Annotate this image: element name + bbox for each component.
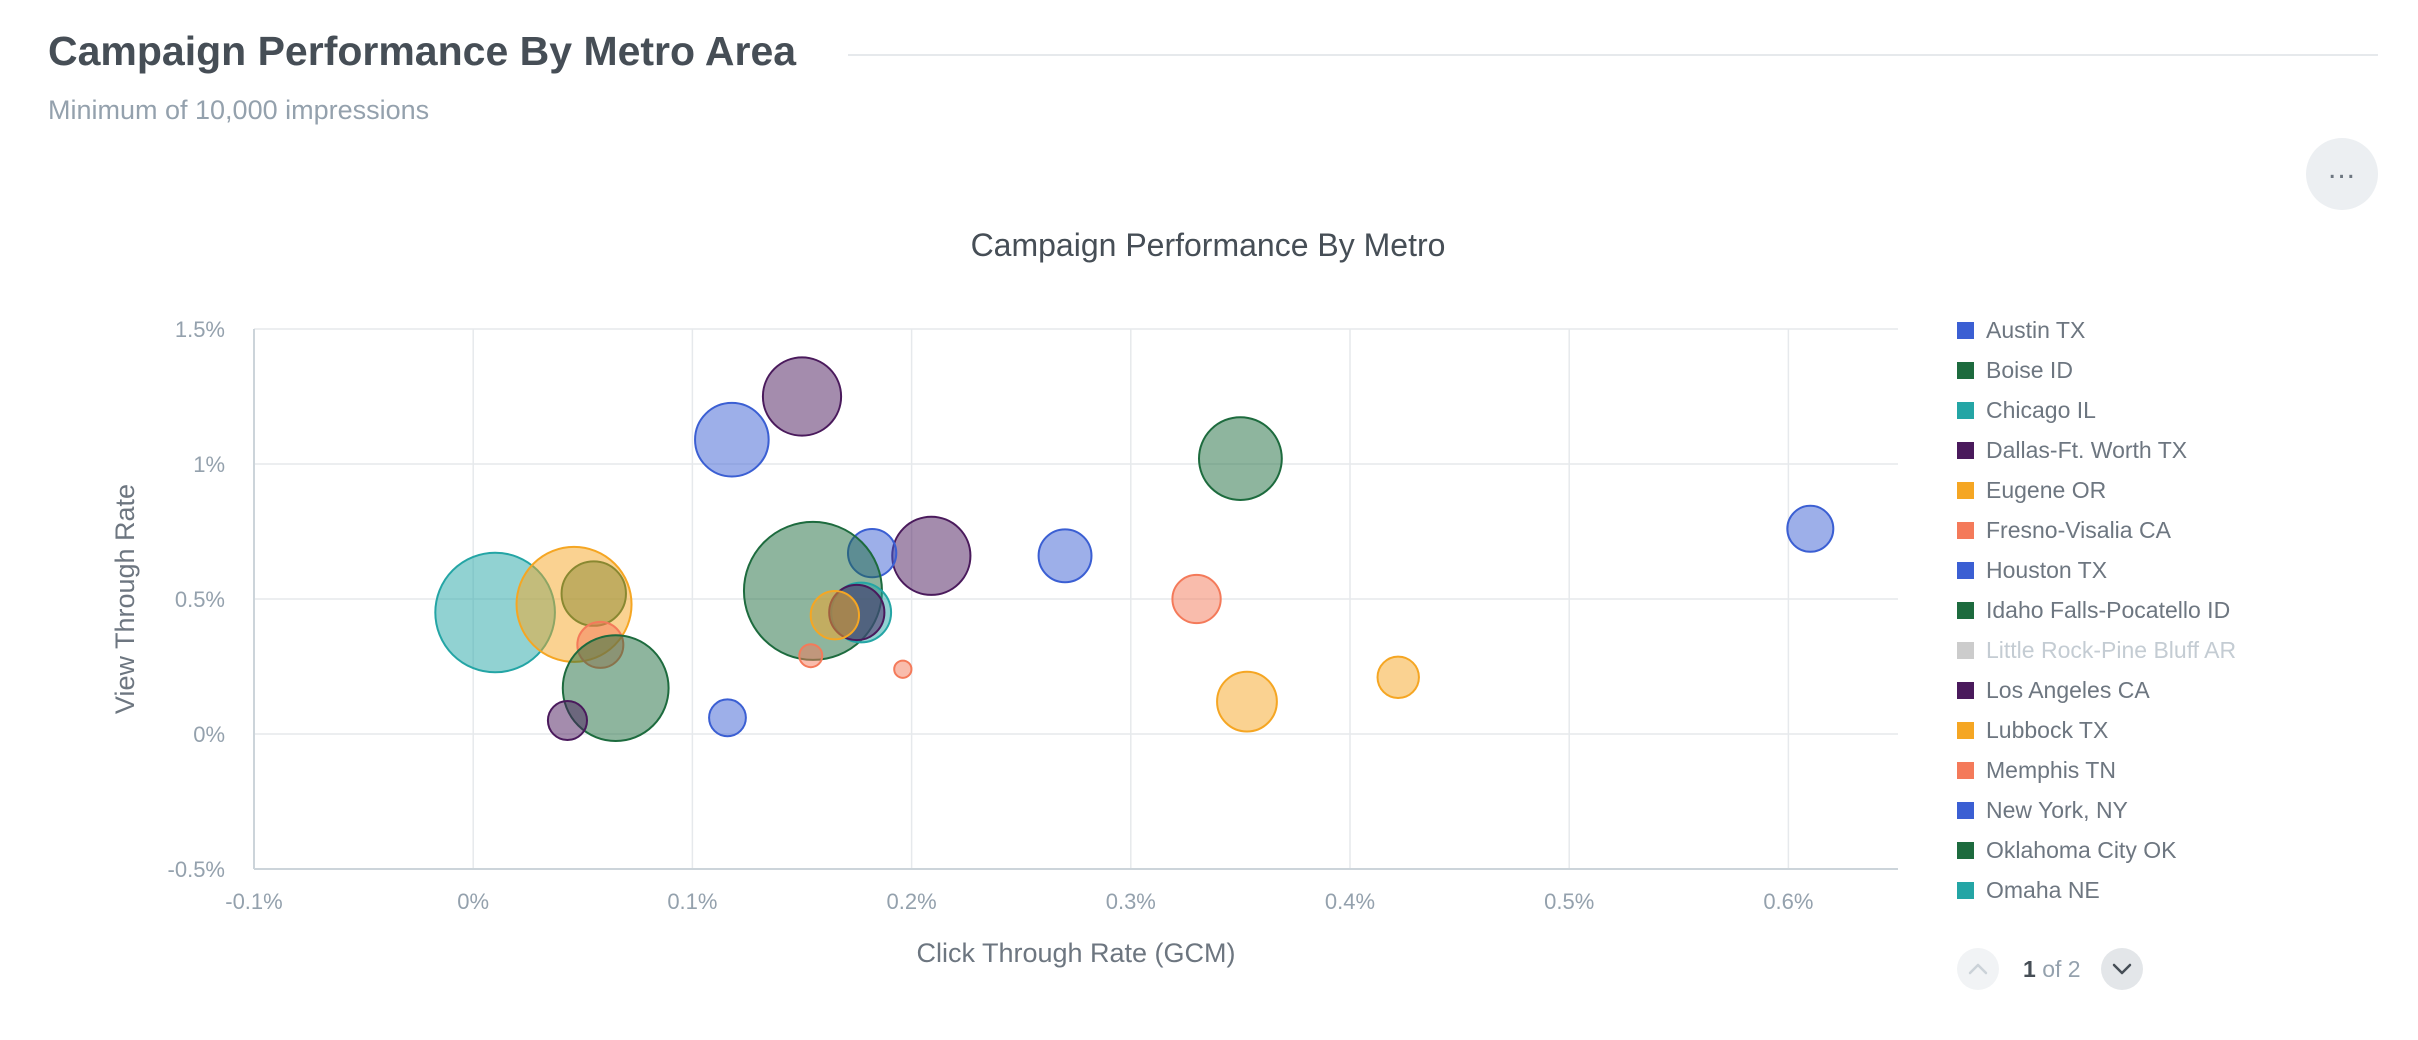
legend-item[interactable]: Omaha NE xyxy=(1957,870,2377,910)
legend-item[interactable]: New York, NY xyxy=(1957,790,2377,830)
legend-page-up-button[interactable] xyxy=(1957,948,1999,990)
y-axis-label: View Through Rate xyxy=(110,484,140,714)
legend-label: Memphis TN xyxy=(1986,756,2116,783)
page-subtitle: Minimum of 10,000 impressions xyxy=(48,95,430,125)
legend-swatch xyxy=(1957,401,1974,419)
y-tick-label: 0% xyxy=(193,722,225,747)
legend-label: Oklahoma City OK xyxy=(1986,836,2177,863)
legend-label: Lubbock TX xyxy=(1986,716,2109,743)
bubble-point xyxy=(561,634,670,742)
legend-label: Fresno-Visalia CA xyxy=(1986,516,2171,543)
bubble-point xyxy=(1216,670,1278,733)
legend-item[interactable]: Oklahoma City OK xyxy=(1957,830,2377,870)
legend-label: Omaha NE xyxy=(1986,876,2100,903)
legend-page-indicator: 1 of 2 xyxy=(2023,956,2081,983)
legend-swatch xyxy=(1957,681,1974,699)
legend-page-current: 1 xyxy=(2023,955,2036,982)
more-options-icon: ... xyxy=(2327,152,2356,185)
legend-label: Chicago IL xyxy=(1986,396,2096,423)
legend-swatch xyxy=(1957,481,1974,499)
x-tick-label: 0% xyxy=(457,889,489,914)
legend-item[interactable]: Memphis TN xyxy=(1957,750,2377,790)
legend-swatch xyxy=(1957,721,1974,739)
legend-swatch xyxy=(1957,641,1974,659)
legend-item[interactable]: Los Angeles CA xyxy=(1957,670,2377,710)
bubble-point xyxy=(891,515,972,596)
legend-page-down-button[interactable] xyxy=(2100,948,2143,990)
legend-swatch xyxy=(1957,521,1974,539)
x-axis-label: Click Through Rate (GCM) xyxy=(916,938,1235,968)
x-tick-label: 0.3% xyxy=(1106,889,1156,914)
x-tick-label: 0.4% xyxy=(1325,889,1375,914)
legend-item[interactable]: Houston TX xyxy=(1957,550,2377,590)
legend-item[interactable]: Boise ID xyxy=(1957,350,2377,390)
bubble-point xyxy=(893,659,913,679)
legend-label: Los Angeles CA xyxy=(1986,676,2150,703)
legend-item[interactable]: Eugene OR xyxy=(1957,470,2377,510)
legend-label: Eugene OR xyxy=(1986,476,2107,503)
x-tick-label: -0.1% xyxy=(225,889,282,914)
legend-label: New York, NY xyxy=(1986,796,2128,823)
x-tick-label: 0.1% xyxy=(667,889,717,914)
bubble-point xyxy=(809,590,861,641)
page-title: Campaign Performance By Metro Area xyxy=(48,28,797,74)
chevron-up-icon xyxy=(1968,963,1988,975)
legend-label: Austin TX xyxy=(1986,316,2086,343)
chevron-down-icon xyxy=(2112,963,2131,975)
bubble-point xyxy=(708,698,747,738)
y-tick-label: -0.5% xyxy=(168,857,225,882)
title-divider xyxy=(848,53,2378,56)
legend-item[interactable]: Dallas-Ft. Worth TX xyxy=(1957,430,2377,470)
legend-swatch xyxy=(1957,561,1974,579)
legend-pager: 1 of 2 xyxy=(1957,948,2143,990)
legend-item[interactable]: Idaho Falls-Pocatello ID xyxy=(1957,590,2377,630)
legend-label: Dallas-Ft. Worth TX xyxy=(1986,436,2188,463)
legend-swatch xyxy=(1957,441,1974,459)
legend-swatch xyxy=(1957,881,1974,899)
bubble-point xyxy=(694,401,770,478)
y-tick-label: 1.5% xyxy=(175,317,225,342)
more-options-button[interactable]: ... xyxy=(2306,138,2378,210)
legend-label: Houston TX xyxy=(1986,556,2108,583)
legend-page-total: of 2 xyxy=(2042,955,2081,982)
bubble-point xyxy=(1037,528,1093,584)
legend-item[interactable]: Little Rock-Pine Bluff AR xyxy=(1957,630,2377,670)
legend-item[interactable]: Lubbock TX xyxy=(1957,710,2377,750)
legend-swatch xyxy=(1957,841,1974,859)
bubble-point xyxy=(1198,416,1283,502)
legend-label: Little Rock-Pine Bluff AR xyxy=(1986,636,2237,663)
legend-swatch xyxy=(1957,761,1974,779)
y-tick-label: 1% xyxy=(193,452,225,477)
legend-swatch xyxy=(1957,321,1974,339)
bubble-point xyxy=(546,699,589,742)
y-tick-label: 0.5% xyxy=(175,587,225,612)
legend-item[interactable]: Fresno-Visalia CA xyxy=(1957,510,2377,550)
chart-title: Campaign Performance By Metro xyxy=(971,227,1446,263)
bubble-point xyxy=(1786,504,1835,553)
legend-swatch xyxy=(1957,601,1974,619)
title-row: Campaign Performance By Metro Area xyxy=(48,28,2378,75)
legend-swatch xyxy=(1957,801,1974,819)
x-tick-label: 0.2% xyxy=(887,889,937,914)
page-header: Campaign Performance By Metro Area Minim… xyxy=(48,28,2378,126)
bubble-point xyxy=(761,356,843,437)
bubble-point xyxy=(798,643,824,669)
legend-label: Idaho Falls-Pocatello ID xyxy=(1986,596,2231,623)
legend-label: Boise ID xyxy=(1986,356,2073,383)
bubble-point xyxy=(1171,573,1222,625)
x-tick-label: 0.5% xyxy=(1544,889,1594,914)
legend-swatch xyxy=(1957,361,1974,379)
bubble-point xyxy=(1376,655,1420,699)
chart-legend: Austin TX Boise ID Chicago IL Dallas-Ft. Wo… xyxy=(1957,310,2377,910)
legend-item[interactable]: Austin TX xyxy=(1957,310,2377,350)
x-tick-label: 0.6% xyxy=(1763,889,1813,914)
legend-item[interactable]: Chicago IL xyxy=(1957,390,2377,430)
